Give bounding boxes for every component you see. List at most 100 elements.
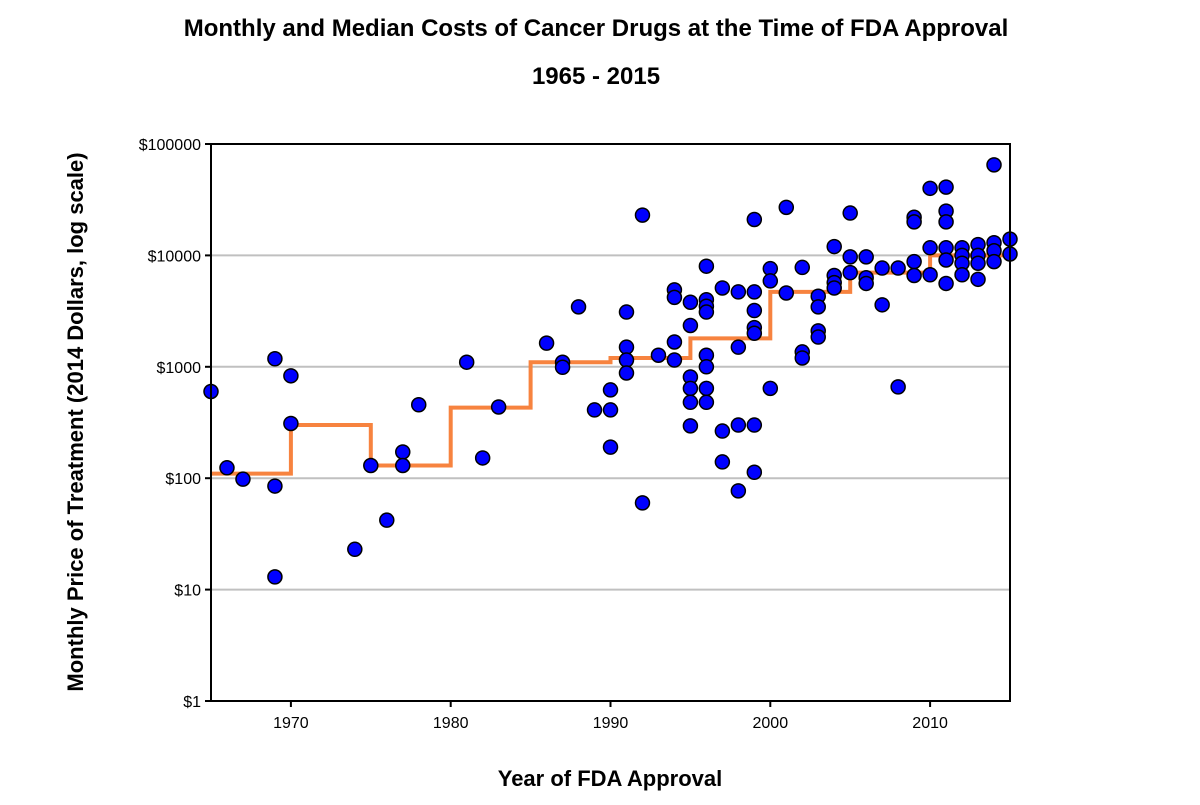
data-point <box>474 450 491 466</box>
data-point <box>395 457 411 474</box>
data-point <box>810 329 826 345</box>
data-point <box>634 207 651 223</box>
data-point <box>842 264 858 281</box>
data-point <box>714 280 731 296</box>
data-point <box>458 354 475 370</box>
data-point <box>778 285 795 301</box>
data-point <box>714 454 731 470</box>
data-point <box>778 199 795 216</box>
data-point <box>794 350 811 366</box>
data-point <box>746 284 763 300</box>
data-point <box>938 214 954 230</box>
data-points <box>203 157 1018 585</box>
data-point <box>826 238 842 255</box>
data-point <box>746 325 763 342</box>
plot-frame <box>210 143 1011 702</box>
data-point <box>890 379 906 395</box>
data-point <box>634 495 651 511</box>
x-tick-label: 1990 <box>593 715 629 732</box>
data-point <box>682 317 699 334</box>
data-point <box>986 253 1002 270</box>
data-point <box>938 275 954 292</box>
data-point <box>347 541 363 558</box>
data-point <box>267 478 283 494</box>
data-point <box>650 347 667 363</box>
data-point <box>618 365 635 381</box>
x-tick-label: 1980 <box>433 715 469 732</box>
chart-subtitle: 1965 - 2015 <box>532 63 660 90</box>
data-point <box>219 460 235 476</box>
data-point <box>618 339 635 355</box>
grid <box>211 143 1010 702</box>
data-point <box>379 512 395 528</box>
data-point <box>746 417 763 433</box>
data-point <box>283 415 299 432</box>
data-point <box>682 418 699 434</box>
data-point <box>730 339 747 355</box>
y-tick-label: $1000 <box>157 360 202 377</box>
data-point <box>730 483 747 499</box>
data-point <box>602 382 619 398</box>
data-point <box>746 211 763 228</box>
data-point <box>906 214 922 230</box>
data-point <box>618 352 635 368</box>
x-tick-label: 1970 <box>273 715 309 732</box>
data-point <box>874 260 890 276</box>
y-tick-label: $10000 <box>148 248 201 265</box>
x-tick-label: 2010 <box>912 715 948 732</box>
data-point <box>698 380 715 397</box>
x-tick-label: 2000 <box>753 715 789 732</box>
data-point <box>602 402 619 418</box>
data-point <box>970 255 986 272</box>
y-tick-label: $10 <box>174 583 201 600</box>
y-axis-label: Monthly Price of Treatment (2014 Dollars… <box>63 152 88 691</box>
data-point <box>698 359 715 375</box>
data-point <box>602 439 619 455</box>
data-point <box>363 457 379 474</box>
data-point <box>682 294 699 310</box>
data-point <box>666 289 683 306</box>
data-point <box>554 359 571 376</box>
data-point <box>682 394 699 411</box>
data-point <box>986 157 1002 173</box>
data-point <box>970 271 986 288</box>
data-point <box>746 302 763 319</box>
x-axis-label: Year of FDA Approval <box>498 766 723 791</box>
data-point <box>395 444 411 460</box>
data-point <box>954 267 970 283</box>
data-point <box>698 258 715 274</box>
data-point <box>267 351 283 367</box>
y-axis: $1 $10 $100 $1000 $10000 $100000 <box>139 137 211 711</box>
data-point <box>410 397 427 413</box>
data-point <box>618 304 635 320</box>
data-point <box>730 284 747 300</box>
data-point <box>570 299 587 315</box>
data-point <box>714 423 731 439</box>
data-point <box>890 260 906 276</box>
data-point <box>842 249 858 265</box>
data-point <box>746 464 763 481</box>
y-tick-label: $100 <box>165 471 201 488</box>
data-point <box>698 304 715 320</box>
data-point <box>267 569 283 585</box>
y-tick-label: $1 <box>183 694 201 711</box>
data-point <box>858 275 874 292</box>
data-point <box>826 280 842 296</box>
data-point <box>538 335 555 351</box>
data-point <box>794 259 811 276</box>
data-point <box>762 380 779 397</box>
data-point <box>698 394 715 411</box>
data-point <box>666 352 683 368</box>
data-point <box>938 179 954 195</box>
data-point <box>922 180 938 197</box>
data-point <box>762 273 779 289</box>
data-point <box>586 402 603 418</box>
y-tick-label: $100000 <box>139 137 201 154</box>
data-point <box>682 380 699 397</box>
data-point <box>666 334 683 350</box>
data-point <box>906 253 922 270</box>
chart-title: Monthly and Median Costs of Cancer Drugs… <box>184 15 1009 42</box>
data-point <box>283 368 299 384</box>
data-point <box>490 399 507 415</box>
